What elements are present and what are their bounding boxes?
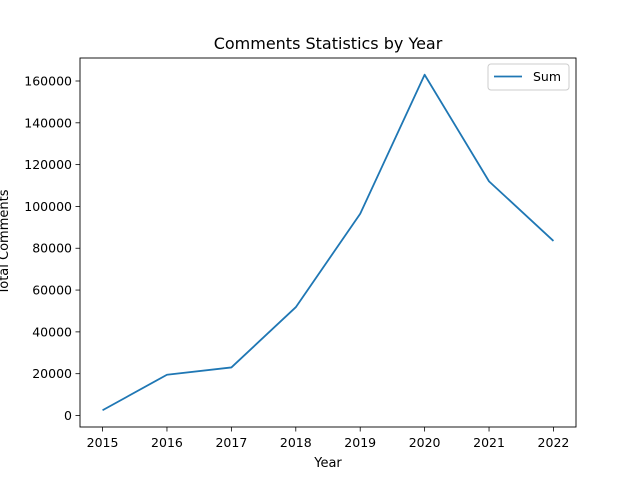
legend: Sum <box>487 63 570 91</box>
x-axis-label: Year <box>313 456 342 471</box>
series-line-sum <box>102 73 555 412</box>
y-tick-label: 20000 <box>32 366 72 381</box>
x-tick-label: 2018 <box>280 435 312 450</box>
x-tick-label: 2021 <box>473 435 505 450</box>
x-tick-label: 2017 <box>215 435 247 450</box>
x-tick-label: 2020 <box>409 435 441 450</box>
plot-area: 2015 2016 2017 2018 2019 2020 2021 2022 0 20000 40… <box>24 57 577 450</box>
y-tick-label: 80000 <box>32 241 72 256</box>
legend-label-sum: Sum <box>533 69 561 84</box>
plot-frame <box>79 57 577 428</box>
x-tick-label: 2015 <box>87 435 119 450</box>
chart-title: Comments Statistics by Year <box>214 34 443 53</box>
y-tick-label: 60000 <box>32 283 72 298</box>
x-tick-label: 2019 <box>344 435 376 450</box>
y-axis-label: Total Comments <box>0 189 12 295</box>
x-tick-label: 2016 <box>151 435 183 450</box>
legend-box <box>487 63 570 91</box>
y-tick-label: 40000 <box>32 324 72 339</box>
y-tick-label: 0 <box>64 408 72 423</box>
y-tick-label: 140000 <box>24 115 72 130</box>
y-tick-label: 120000 <box>24 157 72 172</box>
y-tick-label: 160000 <box>24 73 72 88</box>
y-tick-label: 100000 <box>24 199 72 214</box>
x-tick-label: 2022 <box>538 435 570 450</box>
